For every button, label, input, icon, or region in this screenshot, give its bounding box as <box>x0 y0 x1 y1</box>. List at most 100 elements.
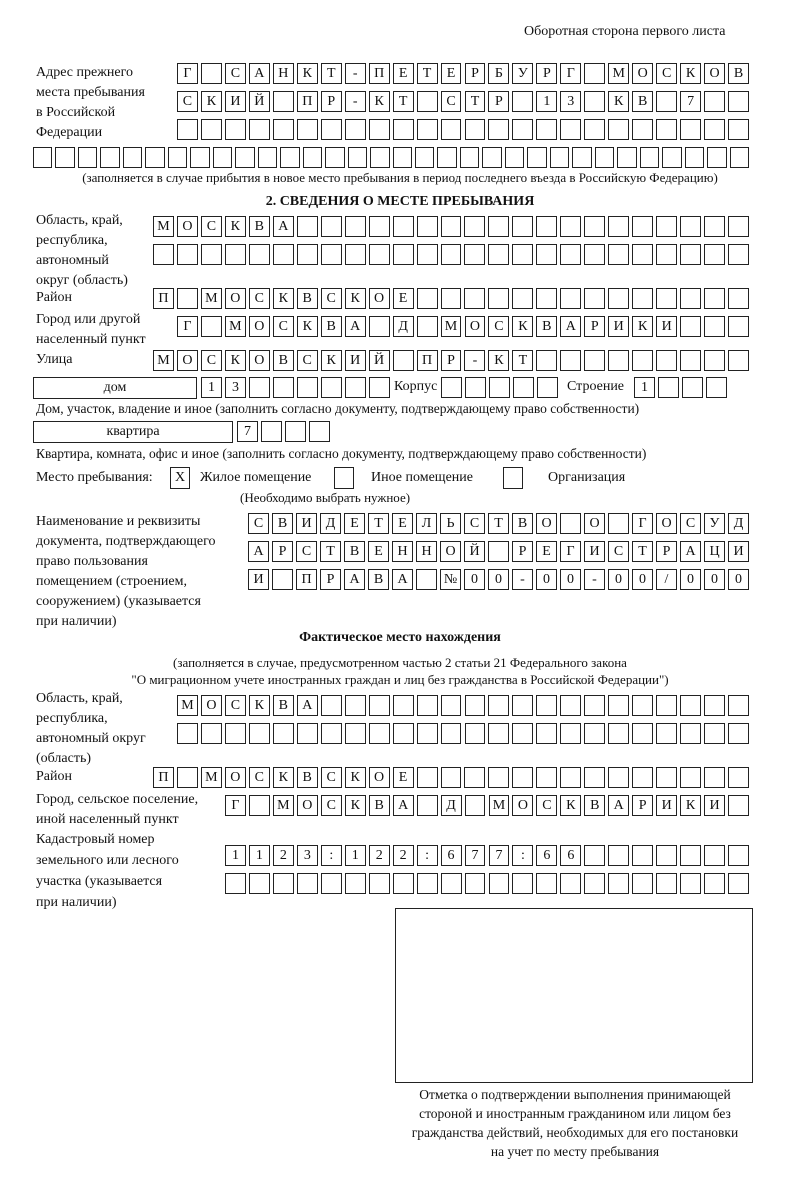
char-cell[interactable] <box>392 695 414 716</box>
char-cell[interactable] <box>512 244 534 265</box>
char-cell[interactable]: П <box>416 350 438 371</box>
char-cell[interactable] <box>728 316 749 337</box>
char-cell[interactable]: Р <box>512 541 533 562</box>
char-cell[interactable]: К <box>200 91 222 112</box>
char-cell[interactable]: Д <box>728 513 749 534</box>
char-cell[interactable]: 6 <box>536 845 558 866</box>
char-cell[interactable]: - <box>512 569 533 590</box>
char-cell[interactable] <box>440 695 462 716</box>
char-cell[interactable] <box>560 513 581 534</box>
char-cell[interactable]: И <box>296 513 317 534</box>
char-cell[interactable] <box>608 873 630 894</box>
char-cell[interactable]: 0 <box>608 569 629 590</box>
char-cell[interactable] <box>512 723 534 744</box>
char-cell[interactable] <box>680 119 702 140</box>
char-cell[interactable] <box>536 873 558 894</box>
char-cell[interactable]: Е <box>536 541 557 562</box>
char-cell[interactable] <box>728 288 749 309</box>
stay-option-organization-checkbox[interactable] <box>503 467 523 489</box>
char-cell[interactable] <box>632 119 654 140</box>
char-cell[interactable] <box>680 316 702 337</box>
char-cell[interactable] <box>77 147 98 168</box>
char-cell[interactable]: У <box>512 63 534 84</box>
char-cell[interactable] <box>704 767 726 788</box>
char-cell[interactable] <box>639 147 660 168</box>
char-cell[interactable]: К <box>272 767 294 788</box>
char-cell[interactable]: 2 <box>368 845 390 866</box>
char-cell[interactable] <box>728 350 749 371</box>
char-cell[interactable]: О <box>704 63 726 84</box>
building-row[interactable]: 1 <box>634 377 730 400</box>
char-cell[interactable]: К <box>560 795 582 816</box>
char-cell[interactable]: К <box>488 350 510 371</box>
char-cell[interactable]: Т <box>416 63 438 84</box>
char-cell[interactable]: Р <box>584 316 606 337</box>
char-cell[interactable]: А <box>344 316 366 337</box>
flat-type-field[interactable]: квартира <box>33 421 233 443</box>
char-cell[interactable]: Д <box>320 513 341 534</box>
char-cell[interactable] <box>656 767 678 788</box>
char-cell[interactable] <box>368 216 390 237</box>
char-cell[interactable]: А <box>296 695 318 716</box>
char-cell[interactable] <box>658 377 679 398</box>
char-cell[interactable] <box>464 795 486 816</box>
char-cell[interactable] <box>368 119 390 140</box>
char-cell[interactable]: В <box>632 91 654 112</box>
char-cell[interactable]: М <box>177 695 198 716</box>
char-cell[interactable] <box>680 723 702 744</box>
char-cell[interactable]: Т <box>488 513 509 534</box>
char-cell[interactable] <box>729 147 749 168</box>
char-cell[interactable]: П <box>153 767 174 788</box>
char-cell[interactable]: К <box>344 767 366 788</box>
char-cell[interactable] <box>261 421 282 442</box>
char-cell[interactable]: Г <box>560 541 581 562</box>
char-cell[interactable]: / <box>656 569 677 590</box>
char-cell[interactable]: В <box>728 63 749 84</box>
char-cell[interactable] <box>536 119 558 140</box>
char-cell[interactable] <box>225 873 246 894</box>
char-cell[interactable]: О <box>512 795 534 816</box>
char-cell[interactable]: Р <box>320 91 342 112</box>
char-cell[interactable]: С <box>608 541 629 562</box>
char-cell[interactable] <box>536 350 558 371</box>
char-cell[interactable]: В <box>272 695 294 716</box>
char-cell[interactable] <box>153 244 174 265</box>
char-cell[interactable] <box>728 244 749 265</box>
char-cell[interactable]: В <box>584 795 606 816</box>
char-cell[interactable]: Г <box>225 795 246 816</box>
char-cell[interactable] <box>344 119 366 140</box>
char-cell[interactable] <box>296 244 318 265</box>
char-cell[interactable]: Е <box>392 513 413 534</box>
char-cell[interactable] <box>459 147 480 168</box>
char-cell[interactable] <box>656 91 678 112</box>
char-cell[interactable]: С <box>224 695 246 716</box>
char-cell[interactable] <box>200 316 222 337</box>
char-cell[interactable] <box>728 119 749 140</box>
char-cell[interactable]: М <box>153 350 174 371</box>
char-cell[interactable] <box>560 119 582 140</box>
char-cell[interactable] <box>632 288 654 309</box>
char-cell[interactable] <box>662 147 682 168</box>
char-cell[interactable]: В <box>368 795 390 816</box>
char-cell[interactable]: П <box>296 91 318 112</box>
char-cell[interactable]: К <box>368 91 390 112</box>
char-cell[interactable]: О <box>296 795 318 816</box>
char-cell[interactable]: О <box>224 767 246 788</box>
char-cell[interactable] <box>584 845 606 866</box>
char-cell[interactable] <box>320 244 342 265</box>
char-cell[interactable] <box>302 147 323 168</box>
char-cell[interactable] <box>176 288 198 309</box>
char-cell[interactable]: С <box>536 795 558 816</box>
char-cell[interactable]: - <box>584 569 605 590</box>
char-cell[interactable] <box>488 695 510 716</box>
char-cell[interactable]: 7 <box>488 845 510 866</box>
char-cell[interactable] <box>512 873 534 894</box>
char-cell[interactable]: М <box>488 795 510 816</box>
char-cell[interactable]: О <box>440 541 461 562</box>
prev-address-row-3[interactable] <box>177 119 752 142</box>
char-cell[interactable]: К <box>344 795 366 816</box>
char-cell[interactable]: О <box>176 216 198 237</box>
char-cell[interactable] <box>488 216 510 237</box>
char-cell[interactable] <box>504 147 525 168</box>
